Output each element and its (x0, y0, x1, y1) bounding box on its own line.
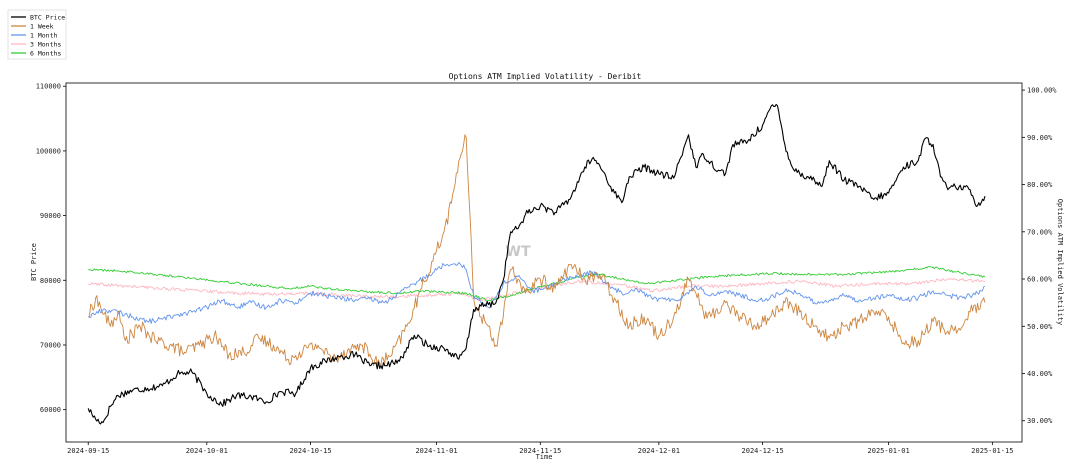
x-tick-label: 2024-12-15 (742, 447, 784, 455)
x-tick-label: 2024-11-15 (519, 447, 561, 455)
legend-entry: 1 Month (30, 31, 57, 39)
x-tick-label: 2025-01-15 (971, 447, 1013, 455)
x-tick-label: 2024-12-01 (638, 447, 680, 455)
series-line-1-month (88, 262, 986, 324)
chart-title: Options ATM Implied Volatility - Deribit (449, 72, 642, 81)
y-right-tick-label: 60.00% (1027, 276, 1053, 284)
watermark: WT (506, 244, 531, 260)
x-tick-label: 2024-10-01 (186, 447, 228, 455)
y-left-tick-label: 70000 (40, 341, 61, 349)
legend-entry: BTC Price (30, 13, 65, 21)
series-line-btc-price (87, 103, 986, 425)
legend-entry: 1 Week (30, 22, 54, 30)
series-line-6-months (88, 266, 986, 302)
y-axis-left: 60000 70000 80000 90000 100000 110000 (36, 83, 66, 414)
plot-frame (65, 82, 1023, 443)
y-axis-left-label: BTC Price (30, 243, 38, 281)
y-right-tick-label: 70.00% (1027, 228, 1053, 236)
series-layer (87, 103, 986, 425)
y-right-tick-label: 40.00% (1027, 370, 1053, 378)
y-right-tick-label: 80.00% (1027, 181, 1053, 189)
x-tick-label: 2024-09-15 (67, 447, 109, 455)
y-right-tick-label: 50.00% (1027, 323, 1053, 331)
y-right-tick-label: 100.00% (1027, 87, 1057, 95)
y-left-tick-label: 60000 (40, 406, 61, 414)
x-tick-label: 2024-10-15 (289, 447, 331, 455)
legend-entry: 3 Months (30, 40, 61, 48)
y-right-tick-label: 90.00% (1027, 134, 1053, 142)
x-tick-label: 2025-01-01 (868, 447, 910, 455)
y-right-tick-label: 30.00% (1027, 417, 1053, 425)
series-line-1-week (88, 134, 986, 367)
y-left-tick-label: 110000 (36, 83, 61, 91)
x-axis: 2024-09-15 2024-10-01 2024-10-15 2024-11-01… (67, 442, 1013, 455)
y-left-tick-label: 100000 (36, 147, 61, 155)
x-axis-label: Time (536, 453, 553, 461)
y-left-tick-label: 80000 (40, 277, 61, 285)
x-tick-label: 2024-11-01 (415, 447, 457, 455)
y-axis-right: 30.00% 40.00% 50.00% 60.00% 70.00% 80.00% 90.0… (1022, 87, 1057, 425)
legend-entry: 6 Months (30, 49, 61, 57)
y-left-tick-label: 90000 (40, 212, 61, 220)
y-axis-right-label: Options ATM Implied Volatility (1056, 199, 1064, 325)
